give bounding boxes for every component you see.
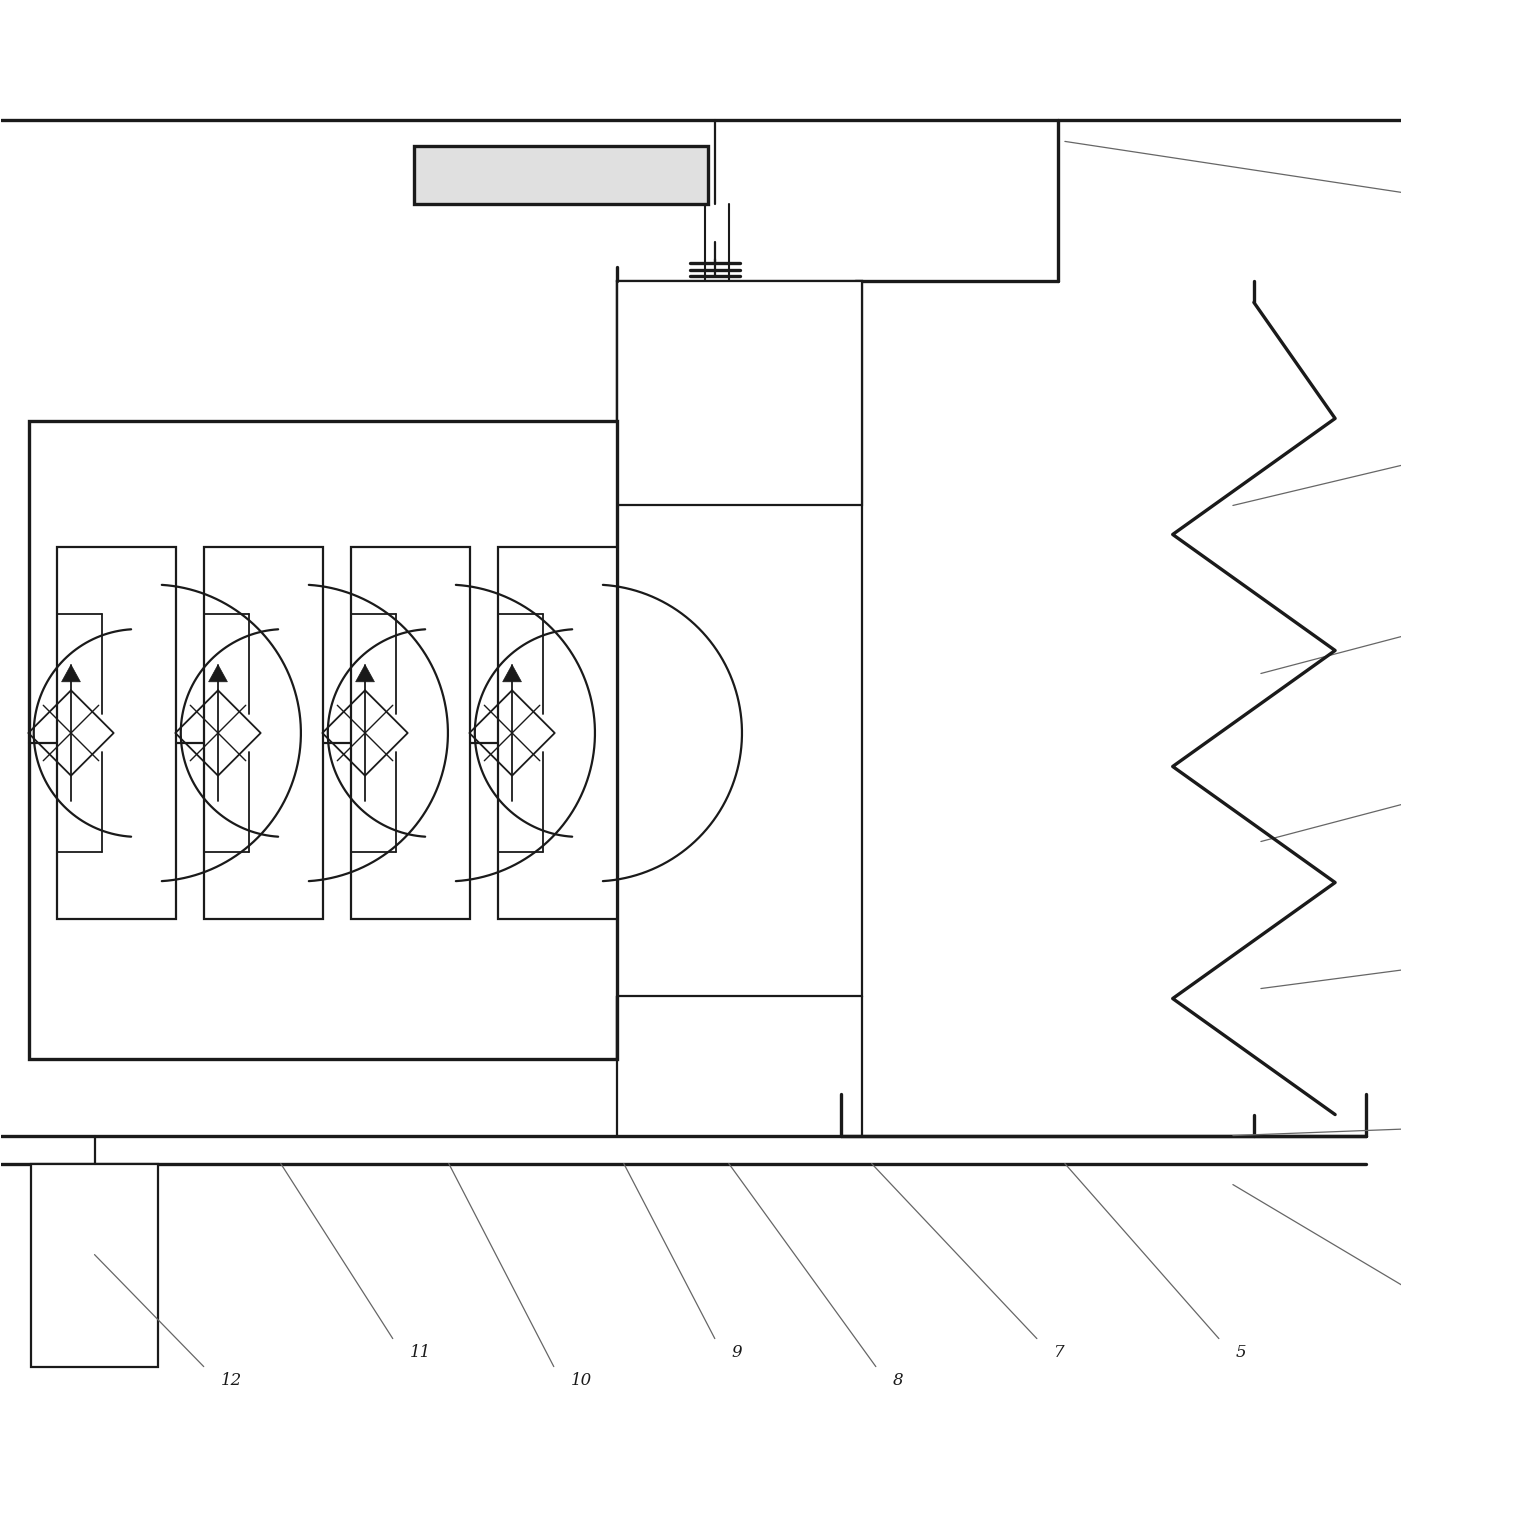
Text: 10: 10	[571, 1373, 592, 1389]
Text: 8: 8	[893, 1373, 904, 1389]
Bar	[57, 547, 176, 918]
Polygon shape	[209, 665, 227, 682]
Bar	[414, 145, 707, 205]
Bar	[32, 1164, 158, 1367]
Text: 11: 11	[410, 1344, 431, 1360]
Bar	[617, 282, 862, 506]
Text: 7: 7	[1054, 1344, 1065, 1360]
Text: 5: 5	[1236, 1344, 1246, 1360]
Bar	[497, 547, 617, 918]
Polygon shape	[61, 665, 80, 682]
Polygon shape	[503, 665, 522, 682]
Text: 9: 9	[732, 1344, 742, 1360]
Text: 12: 12	[221, 1373, 242, 1389]
Bar	[29, 421, 617, 1059]
Bar	[204, 547, 322, 918]
Polygon shape	[356, 665, 374, 682]
Bar	[617, 282, 862, 995]
Bar	[351, 547, 469, 918]
